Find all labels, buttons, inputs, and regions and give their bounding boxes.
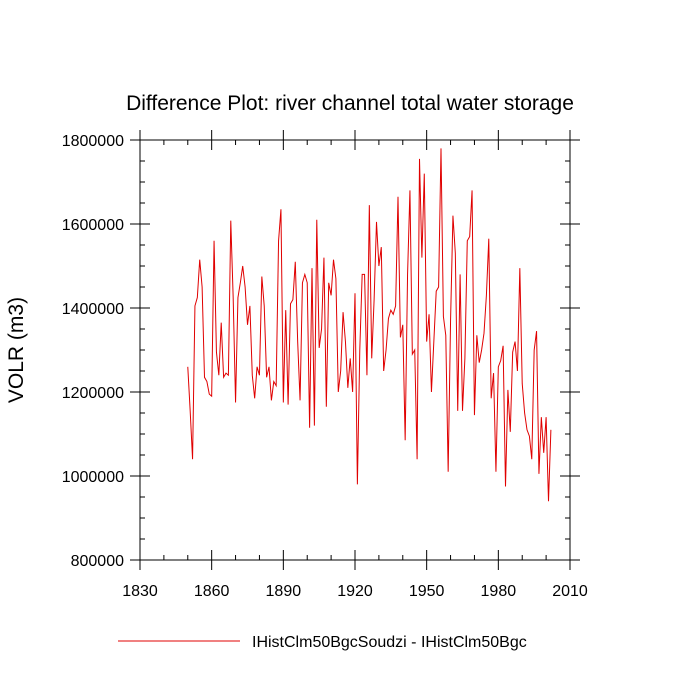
tick-labels: 1830 1860 1890 1920 1950 1980 2010 800000 100000… [62, 133, 588, 600]
legend-label: IHistClm50BgcSoudzi - IHistClm50Bgc [252, 634, 527, 651]
x-tick-label: 1830 [122, 583, 158, 600]
y-tick-label: 1200000 [62, 385, 124, 402]
x-tick-label: 1950 [409, 583, 445, 600]
x-tick-label: 1860 [194, 583, 230, 600]
y-tick-label: 1000000 [62, 469, 124, 486]
x-tick-label: 1920 [337, 583, 373, 600]
chart-title: Difference Plot: river channel total wat… [126, 92, 574, 115]
y-tick-label: 800000 [71, 553, 124, 570]
x-tick-label: 2010 [552, 583, 588, 600]
x-tick-label: 1980 [481, 583, 517, 600]
y-tick-label: 1600000 [62, 217, 124, 234]
series-layer [187, 148, 552, 502]
major-ticks [130, 130, 580, 570]
plot-frame [139, 139, 571, 561]
minor-ticks [140, 140, 570, 560]
series-line [187, 148, 552, 502]
y-axis-label: VOLR (m3) [5, 297, 28, 403]
y-tick-label: 1400000 [62, 301, 124, 318]
x-tick-label: 1890 [266, 583, 302, 600]
legend: IHistClm50BgcSoudzi - IHistClm50Bgc [118, 634, 527, 651]
y-tick-label: 1800000 [62, 133, 124, 150]
